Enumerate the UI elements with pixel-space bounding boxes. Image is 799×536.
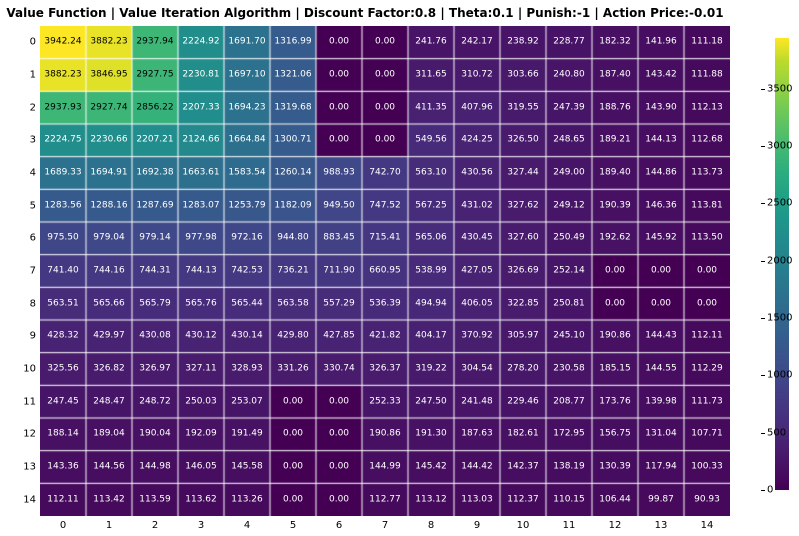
y-tick-label: 12 (22, 429, 36, 440)
figure: Value Function | Value Iteration Algorit… (0, 0, 799, 536)
colorbar-tick-mark (761, 375, 765, 376)
y-tick-label: 0 (22, 37, 36, 48)
y-tick-label: 6 (22, 233, 36, 244)
y-tick-label: 2 (22, 102, 36, 113)
x-tick-label: 4 (244, 520, 250, 531)
colorbar-tick-mark (761, 318, 765, 319)
y-tick-label: 9 (22, 331, 36, 342)
x-tick-label: 14 (701, 520, 714, 531)
chart-title: Value Function | Value Iteration Algorit… (0, 6, 730, 20)
colorbar-ticks: 0500100015002000250030003500 (759, 38, 799, 490)
colorbar-tick-mark (761, 490, 765, 491)
colorbar-tick-mark (761, 203, 765, 204)
x-tick-label: 6 (336, 520, 342, 531)
colorbar-tick-mark (761, 433, 765, 434)
colorbar-tick-label: 2500 (767, 198, 792, 209)
heatmap-plot: 3942.243882.232937.942224.921691.701316.… (40, 26, 730, 516)
x-tick-label: 13 (655, 520, 668, 531)
colorbar-tick-label: 3000 (767, 141, 792, 152)
colorbar-tick-label: 1000 (767, 370, 792, 381)
y-tick-label: 3 (22, 135, 36, 146)
y-tick-label: 11 (22, 396, 36, 407)
colorbar-tick-label: 500 (767, 427, 786, 438)
x-tick-label: 5 (290, 520, 296, 531)
colorbar-tick-mark (761, 261, 765, 262)
colorbar-tick-mark (761, 146, 765, 147)
x-tick-label: 7 (382, 520, 388, 531)
y-tick-label: 7 (22, 266, 36, 277)
x-tick-label: 2 (152, 520, 158, 531)
x-tick-label: 9 (474, 520, 480, 531)
colorbar-tick-label: 1500 (767, 313, 792, 324)
heatmap-canvas (40, 26, 730, 516)
y-tick-label: 10 (22, 364, 36, 375)
x-tick-label: 8 (428, 520, 434, 531)
x-tick-label: 3 (198, 520, 204, 531)
x-tick-label: 0 (60, 520, 66, 531)
colorbar-tick-label: 2000 (767, 255, 792, 266)
x-tick-label: 12 (609, 520, 622, 531)
x-tick-label: 11 (563, 520, 576, 531)
y-tick-label: 1 (22, 70, 36, 81)
x-tick-label: 10 (517, 520, 530, 531)
colorbar-tick-label: 0 (767, 485, 773, 496)
x-tick-label: 1 (106, 520, 112, 531)
colorbar-tick-mark (761, 89, 765, 90)
y-tick-label: 5 (22, 200, 36, 211)
y-tick-label: 13 (22, 462, 36, 473)
y-tick-label: 14 (22, 494, 36, 505)
y-tick-label: 8 (22, 298, 36, 309)
colorbar-tick-label: 3500 (767, 83, 792, 94)
y-tick-label: 4 (22, 168, 36, 179)
